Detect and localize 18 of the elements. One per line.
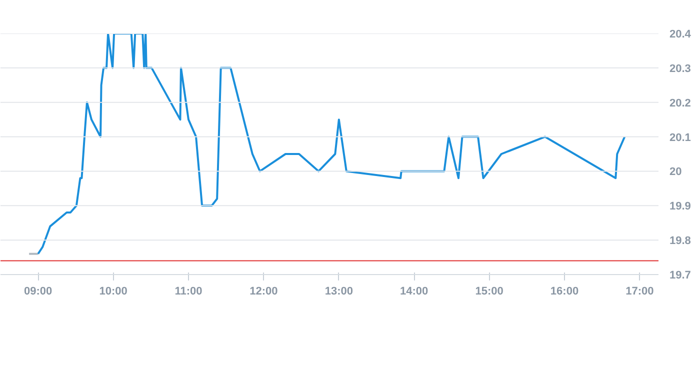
x-tick-label: 12:00	[250, 286, 278, 298]
y-tick-label: 20.2	[670, 97, 691, 110]
x-tick-label: 13:00	[324, 286, 353, 298]
y-tick-label: 19.8	[670, 235, 691, 248]
y-tick-label: 20.4	[670, 28, 692, 40]
y-tick-label: 20	[670, 166, 682, 178]
x-tick-label: 17:00	[626, 286, 654, 298]
x-tick-label: 15:00	[475, 286, 504, 298]
y-tick-label: 20.1	[670, 132, 691, 144]
x-tick-label: 16:00	[550, 286, 579, 298]
x-tick-label: 11:00	[174, 286, 202, 298]
y-tick-label: 19.7	[670, 270, 691, 282]
line-series	[37, 34, 626, 255]
x-tick-label: 10:00	[99, 286, 128, 298]
x-tick-label: 14:00	[400, 286, 428, 298]
y-tick-label: 19.9	[670, 200, 691, 213]
x-tick-label: 09:00	[24, 286, 52, 298]
y-tick-label: 20.3	[670, 62, 691, 75]
